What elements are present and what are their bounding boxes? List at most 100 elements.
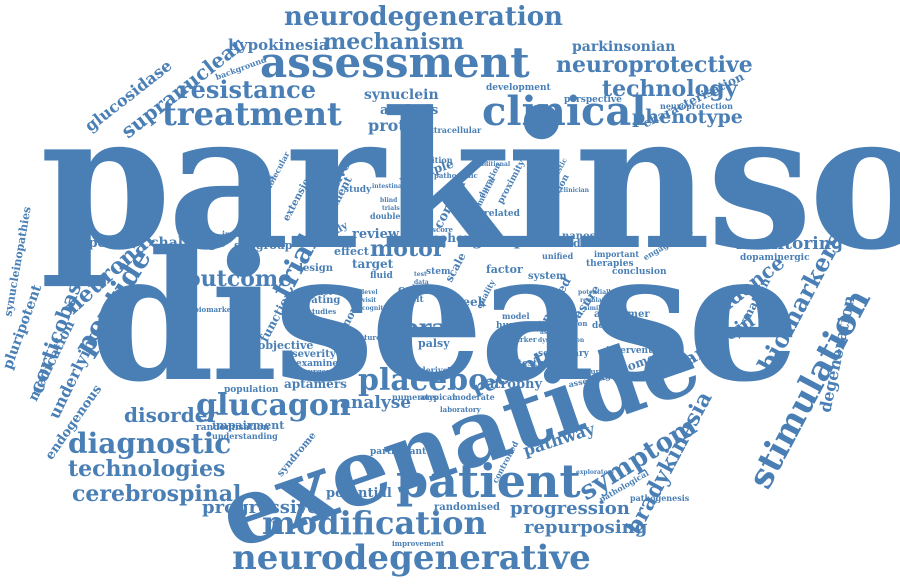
word-score: score (432, 225, 454, 234)
word-diagnostic: diagnostic (68, 427, 232, 460)
word-glucagon: glucagon (196, 388, 351, 423)
word-monitoring: monitoring (736, 234, 843, 254)
word-modification: modification (262, 504, 487, 542)
word-studies: studies (308, 307, 337, 316)
word-effect: effect (334, 245, 369, 258)
word-selection: selection (552, 319, 588, 328)
word-marker: marker (508, 335, 537, 344)
word-population: population (224, 385, 279, 395)
word-severity: severity (292, 349, 336, 360)
word-challenge: challenge (150, 235, 227, 251)
word-understanding: understanding (212, 431, 278, 441)
word-technology: technology (602, 76, 738, 102)
word-exploratory: exploratory (576, 469, 615, 476)
word-fluid: fluid (370, 271, 393, 281)
word-trials: trials (382, 205, 400, 212)
word-week: week (452, 295, 486, 309)
word-randomisation: randomisation (196, 423, 270, 433)
word-result: result (394, 295, 424, 305)
word-regulation: regulation (580, 297, 616, 304)
word-cognitive-2: cognitive (362, 305, 393, 312)
word-detecting: detecting (592, 321, 640, 331)
word-neuroprotection: neuroprotection (660, 101, 733, 111)
word-randomised: randomised (434, 502, 501, 513)
word-disease: disease (90, 212, 800, 421)
word-rating: rating (306, 295, 341, 306)
word-neuroprotective: neuroprotective (556, 52, 753, 78)
word-perspective: perspective (564, 95, 622, 105)
word-objective: objective (258, 339, 314, 352)
word-individual: individual (222, 229, 267, 239)
word-double: double (370, 211, 401, 221)
word-biomarker: biomarker (194, 305, 235, 314)
word-parkinsonian: parkinsonian (572, 39, 676, 55)
word-neurodegeneration: neurodegeneration (284, 2, 563, 32)
word-moderate: moderate (452, 392, 495, 402)
word-additional: additional (476, 161, 511, 168)
word-nanoscopic: nanoscopic (562, 231, 625, 242)
word-rate: rate (414, 287, 430, 296)
word-surgery: surgery (304, 367, 334, 376)
word-impairment: impairment (212, 419, 285, 432)
word-intestinal: intestinal (372, 183, 405, 190)
word-level: level (362, 289, 378, 296)
word-response: response (66, 236, 132, 251)
word-subgroup: subgroup (234, 239, 293, 252)
word-potentially: potentially (578, 289, 615, 296)
word-analyse: analyse (340, 393, 412, 413)
word-clinician: clinician (560, 187, 590, 194)
word-design: design (296, 263, 334, 274)
word-derived: derived (420, 365, 454, 375)
word-human: human (496, 321, 531, 331)
word-similar: similar (584, 305, 608, 312)
word-therapies: therapies (586, 259, 634, 269)
word-alzheimer: alzheimer (594, 309, 650, 320)
word-development: development (486, 83, 551, 93)
word-cell: cell (398, 283, 421, 296)
word-intervention: intervention (606, 346, 669, 356)
word-brain: brain (402, 313, 474, 342)
word-mechanism: mechanism (323, 29, 464, 55)
word-testing: testing (518, 359, 554, 369)
word-protein: protein (368, 116, 434, 135)
word-factor: factor (486, 263, 523, 276)
word-stem: stem (426, 267, 451, 277)
word-predict: predict (300, 287, 333, 297)
word-significant: significant (622, 329, 658, 336)
word-dysregulation: dysregulation (538, 337, 585, 344)
word-future: future (356, 333, 381, 342)
word-cerebrospinal: cerebrospinal (72, 481, 242, 507)
word-potential: potential (326, 486, 392, 501)
word-pathogenesis: pathogenesis (630, 493, 690, 503)
word-technologies: technologies (68, 456, 226, 482)
word-hypokinesia: hypokinesia (228, 36, 329, 54)
word-progression: progression (510, 498, 630, 519)
word-placebo: placebo (358, 363, 489, 398)
word-participant: participant (370, 447, 427, 457)
word-data: data (414, 279, 429, 286)
word-method: method (534, 237, 581, 250)
word-secondary: secondary (538, 349, 589, 359)
word-study: study (344, 185, 372, 195)
word-target: target (352, 257, 394, 271)
word-parkinson: parkinson (40, 71, 900, 292)
word-laboratory: laboratory (440, 405, 481, 414)
word-synuclein: synuclein (364, 87, 439, 103)
word-atrophy: atrophy (486, 377, 543, 392)
word-group: group (472, 230, 526, 249)
word-neurodegenerative: neurodegenerative (232, 538, 591, 578)
word-literature: literature (566, 367, 604, 376)
word-outcome: outcome (186, 266, 293, 292)
word-patient: patient (396, 454, 581, 508)
word-phenotype: phenotype (632, 106, 743, 128)
word-improvement: improvement (392, 539, 445, 548)
word-clinical: clinical (482, 88, 647, 135)
word-numerous: numerous (392, 392, 438, 402)
word-conclusion: conclusion (612, 267, 667, 277)
word-model: model (502, 311, 530, 321)
word-dopaminergic: dopaminergic (740, 253, 810, 263)
word-paint: paint (446, 311, 473, 321)
word-pathogenic: pathogenic (434, 171, 478, 180)
word-aptamers: aptamers (284, 377, 347, 391)
